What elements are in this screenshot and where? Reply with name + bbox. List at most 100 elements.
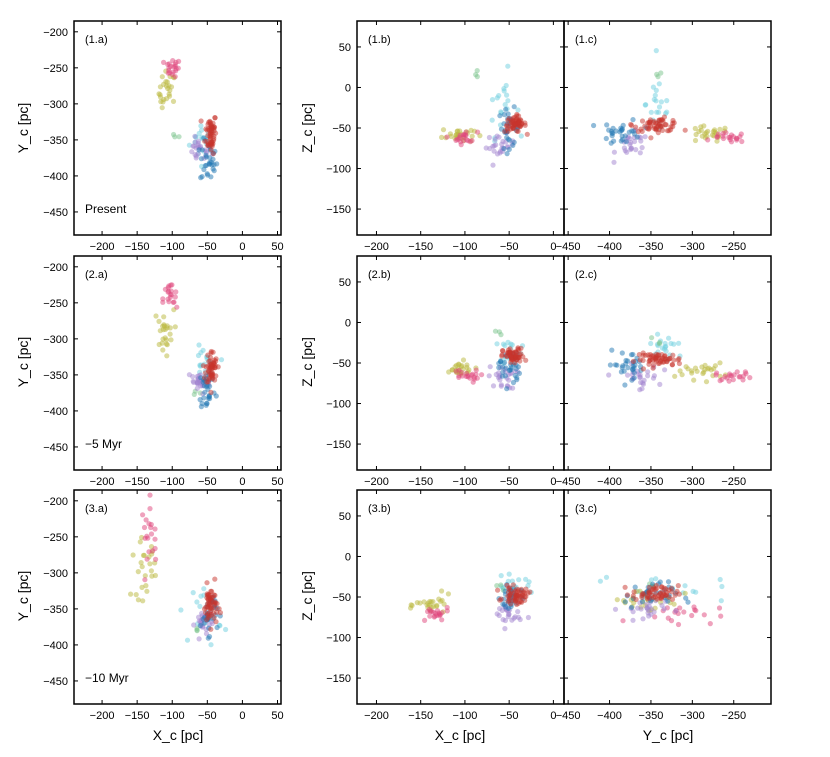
panel-label: (2.c) [575,269,597,281]
x-tick-label: 0 [550,710,556,722]
data-point-blue [513,366,519,372]
data-point-olive [135,569,141,575]
data-point-red [504,123,510,129]
data-point-blue [516,370,523,376]
x-tick-label: −350 [639,476,664,488]
data-point-magenta [726,378,732,384]
points-3-c [597,574,725,628]
data-point-purple [606,372,612,378]
data-point-olive [685,366,691,372]
y-tick-label: −150 [326,439,351,451]
data-point-red [667,356,673,362]
data-point-blue [619,350,625,356]
data-point-magenta [717,378,723,384]
data-point-blue [622,382,628,388]
data-point-cyan [597,578,604,584]
data-point-olive [699,133,705,139]
x-tick-label: −100 [160,476,185,488]
data-point-blue [502,373,509,379]
data-point-cyan [494,95,500,101]
data-point-olive [691,377,697,383]
data-point-purple [196,614,202,620]
data-point-blue [214,624,220,631]
data-point-red [212,377,218,383]
data-point-red [647,119,653,125]
data-point-red [205,352,211,358]
data-point-red [202,138,208,144]
data-point-olive [156,318,162,324]
data-point-magenta [689,612,695,619]
data-point-blue [498,358,504,364]
data-point-blue [630,351,636,358]
data-point-magenta [148,524,154,531]
data-point-blue [211,168,217,174]
data-point-cyan [648,109,654,115]
data-point-olive [705,128,711,134]
data-point-purple [612,606,619,612]
data-point-blue [619,126,625,132]
data-point-magenta [146,549,152,555]
data-point-olive [159,74,165,80]
panel-label: (3.b) [368,503,391,515]
panel-3-a: −200 −150 −100 −50 0 50 −200 −250 −300 −350 −400 −4… [43,489,284,722]
data-point-red [212,576,218,582]
data-point-magenta [142,577,148,583]
data-point-magenta [652,614,658,620]
x-tick-label: −50 [500,476,519,488]
x-tick-label: 50 [271,241,283,253]
data-point-blue [205,172,211,178]
data-point-olive [677,368,683,374]
data-point-red [518,594,524,600]
x-tick-label: −200 [364,241,389,253]
data-point-olive [157,92,163,98]
data-point-olive [698,124,704,130]
data-point-purple [622,148,628,154]
data-point-magenta [742,369,749,375]
axes-frame [356,489,565,705]
data-point-red [497,597,503,603]
data-point-magenta [730,377,736,383]
data-point-red [640,366,647,372]
data-point-olive [468,127,474,133]
y-tick-label: −450 [43,442,68,454]
points-1-a [156,58,220,181]
data-point-cyan [501,88,507,94]
data-point-red [658,123,664,129]
data-point-red [208,373,215,379]
data-point-magenta [728,139,735,145]
data-point-magenta [740,377,746,383]
x-tick-label: −100 [453,710,478,722]
data-point-purple [645,607,651,613]
axes-frame [73,489,282,705]
data-point-blue [202,163,208,169]
data-point-blue [500,369,506,375]
data-point-red [524,131,530,137]
data-point-purple [673,608,679,614]
data-point-blue [614,362,620,368]
data-point-olive [162,326,168,332]
x-tick-label: −300 [680,710,705,722]
data-point-purple [642,134,648,140]
data-point-red [659,117,666,123]
data-point-cyan [218,357,225,363]
data-point-red [495,587,501,593]
data-point-olive [135,597,141,603]
data-point-red [508,354,514,360]
data-point-purple [662,367,668,373]
data-point-red [655,355,662,361]
data-point-blue [623,357,629,364]
data-point-olive [717,126,723,132]
y-tick-label: −400 [43,171,68,183]
data-point-red [206,610,212,617]
data-point-magenta [165,289,171,295]
y-tick-label: −350 [43,370,68,382]
data-point-cyan [642,102,648,108]
data-point-green [656,341,663,347]
data-point-blue [619,136,626,143]
data-point-magenta [426,606,432,613]
data-point-olive [140,598,146,604]
data-point-olive [464,362,470,368]
data-point-cyan [516,577,522,583]
data-point-red [636,352,642,358]
